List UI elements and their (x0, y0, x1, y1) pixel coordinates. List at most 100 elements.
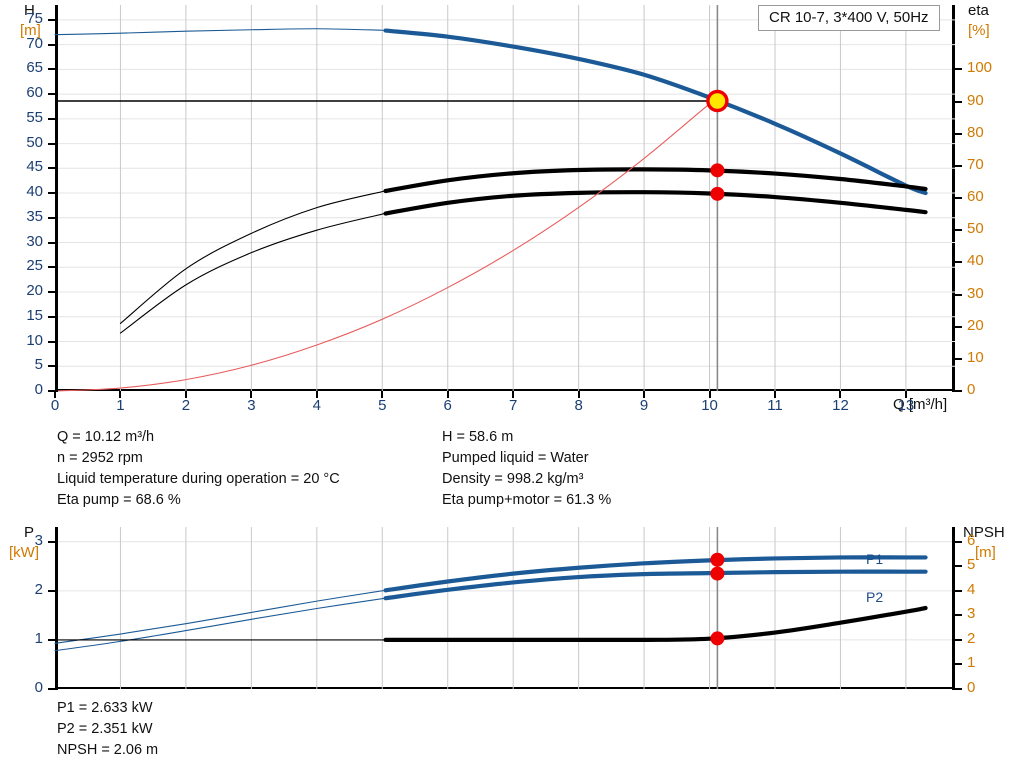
y2-tick (952, 229, 962, 231)
y-tick (48, 143, 58, 145)
y-tick-label: 60 (0, 84, 43, 101)
p1-curve-label: P1 (866, 551, 883, 567)
duty-info-line: Eta pump = 68.6 % (57, 490, 340, 511)
duty-info-line: Liquid temperature during operation = 20… (57, 469, 340, 490)
y2-tick-label: 80 (967, 124, 984, 141)
y2-tick-label: 3 (967, 605, 975, 622)
x-tick-label: 1 (106, 397, 134, 414)
x-tick-label: 6 (434, 397, 462, 414)
top-chart-canvas (55, 5, 955, 391)
head-efficiency-chart (55, 5, 955, 391)
y-tick (48, 590, 58, 592)
duty-info-line: n = 2952 rpm (57, 448, 340, 469)
y-tick-label: 10 (0, 332, 43, 349)
y-tick-label: 45 (0, 158, 43, 175)
y-tick-label: 50 (0, 134, 43, 151)
y-tick-label: 65 (0, 59, 43, 76)
y-tick (48, 167, 58, 169)
y-tick-label: 70 (0, 35, 43, 52)
power-info-line: NPSH = 2.06 m (57, 740, 158, 761)
eta-axis-label: eta (968, 2, 989, 19)
x-tick-label: 13 (892, 397, 920, 414)
y-tick (48, 217, 58, 219)
y-tick-label: 2 (0, 581, 43, 598)
x-tick-label: 3 (237, 397, 265, 414)
duty-info-left: Q = 10.12 m³/h n = 2952 rpm Liquid tempe… (57, 427, 340, 511)
y2-tick-label: 2 (967, 630, 975, 647)
x-tick-label: 10 (696, 397, 724, 414)
y2-tick-label: 90 (967, 92, 984, 109)
duty-info-line: Eta pump+motor = 61.3 % (442, 490, 611, 511)
y-tick-label: 25 (0, 257, 43, 274)
y2-tick-label: 40 (967, 252, 984, 269)
y-tick-label: 15 (0, 307, 43, 324)
y2-tick (952, 197, 962, 199)
y-tick (48, 390, 58, 392)
y-tick (48, 44, 58, 46)
y2-tick-label: 1 (967, 654, 975, 671)
y2-tick (952, 590, 962, 592)
y-tick (48, 341, 58, 343)
y2-tick (952, 639, 962, 641)
y-tick (48, 266, 58, 268)
y2-tick-label: 50 (967, 220, 984, 237)
duty-info-line: Q = 10.12 m³/h (57, 427, 340, 448)
y2-tick-label: 60 (967, 188, 984, 205)
y2-tick (952, 326, 962, 328)
y-tick (48, 19, 58, 21)
y2-tick-label: 4 (967, 581, 975, 598)
duty-info-line: Pumped liquid = Water (442, 448, 611, 469)
power-info: P1 = 2.633 kW P2 = 2.351 kW NPSH = 2.06 … (57, 698, 158, 761)
y-tick (48, 93, 58, 95)
y-tick (48, 192, 58, 194)
x-tick-label: 5 (368, 397, 396, 414)
y-tick (48, 118, 58, 120)
y2-tick-label: 6 (967, 532, 975, 549)
y2-tick (952, 165, 962, 167)
y2-tick-label: 100 (967, 59, 992, 76)
y-tick-label: 1 (0, 630, 43, 647)
y2-tick (952, 133, 962, 135)
x-tick-label: 12 (826, 397, 854, 414)
power-info-line: P1 = 2.633 kW (57, 698, 158, 719)
y-tick (48, 68, 58, 70)
y2-tick (952, 541, 962, 543)
y-tick-label: 35 (0, 208, 43, 225)
y-tick-label: 30 (0, 233, 43, 250)
y2-tick (952, 101, 962, 103)
npsh-axis-unit: [m] (975, 544, 996, 561)
y2-tick (952, 688, 962, 690)
y2-tick-label: 20 (967, 317, 984, 334)
y-tick (48, 242, 58, 244)
bottom-chart-canvas (55, 527, 955, 689)
y2-tick (952, 294, 962, 296)
y2-tick (952, 663, 962, 665)
x-tick-label: 0 (41, 397, 69, 414)
x-tick-label: 11 (761, 397, 789, 414)
p2-curve-label: P2 (866, 589, 883, 605)
y2-tick (952, 261, 962, 263)
y-tick (48, 639, 58, 641)
y-tick-label: 40 (0, 183, 43, 200)
y-tick-label: 3 (0, 532, 43, 549)
y2-tick (952, 565, 962, 567)
y2-tick-label: 5 (967, 556, 975, 573)
y-tick-label: 55 (0, 109, 43, 126)
y-tick-label: 75 (0, 10, 43, 27)
y2-tick-label: 30 (967, 285, 984, 302)
y2-tick (952, 68, 962, 70)
duty-info-line: Density = 998.2 kg/m³ (442, 469, 611, 490)
power-info-line: P2 = 2.351 kW (57, 719, 158, 740)
y2-tick (952, 358, 962, 360)
y2-tick-label: 0 (967, 679, 975, 696)
y-tick-label: 5 (0, 356, 43, 373)
y-tick-label: 20 (0, 282, 43, 299)
pump-title-box: CR 10-7, 3*400 V, 50Hz (758, 5, 940, 31)
x-tick-label: 4 (303, 397, 331, 414)
y2-tick (952, 614, 962, 616)
x-tick-label: 8 (565, 397, 593, 414)
power-npsh-chart (55, 527, 955, 689)
y2-tick-label: 0 (967, 381, 975, 398)
duty-info-right: H = 58.6 m Pumped liquid = Water Density… (442, 427, 611, 511)
y-tick (48, 291, 58, 293)
